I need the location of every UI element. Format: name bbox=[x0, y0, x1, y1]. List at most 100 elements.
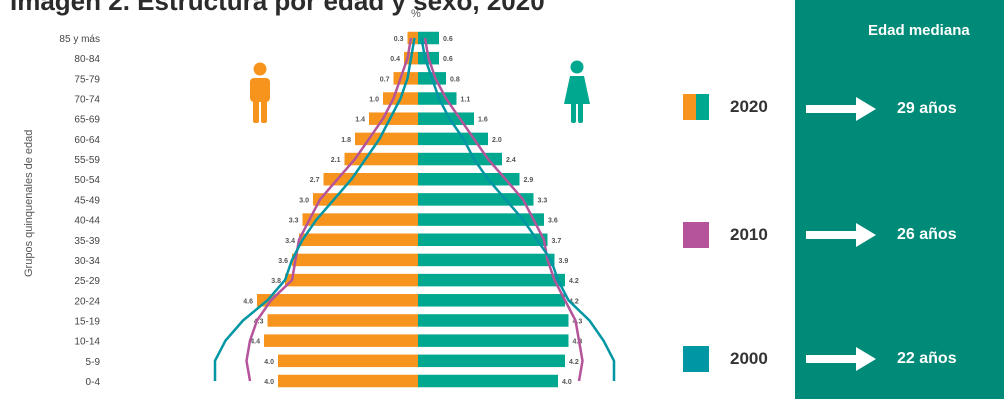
data-label-women: 4.3 bbox=[573, 318, 583, 325]
data-label-women: 2.0 bbox=[492, 137, 502, 144]
data-label-men: 3.8 bbox=[271, 278, 281, 285]
data-label-women: 3.3 bbox=[538, 197, 548, 204]
y-tick-label: 0-4 bbox=[86, 377, 101, 388]
data-label-men: 3.4 bbox=[285, 238, 295, 245]
legend-label-2010: 2010 bbox=[730, 225, 768, 244]
bar-men-2020 bbox=[299, 233, 418, 247]
bar-men-2020 bbox=[302, 213, 418, 226]
data-label-men: 1.4 bbox=[355, 117, 365, 124]
y-tick-label: 45-49 bbox=[74, 195, 100, 206]
y-tick-label: 10-14 bbox=[74, 337, 100, 348]
bar-men-2020 bbox=[278, 374, 418, 388]
y-tick-label: 20-24 bbox=[74, 296, 100, 307]
bar-women-2020 bbox=[418, 152, 502, 166]
data-label-women: 2.4 bbox=[506, 157, 516, 164]
median-age-title: Edad mediana bbox=[868, 22, 970, 39]
legend-label-2000: 2000 bbox=[730, 349, 768, 368]
y-tick-label: 70-74 bbox=[74, 95, 100, 106]
bar-women-2020 bbox=[418, 273, 565, 287]
data-label-men: 0.3 bbox=[394, 36, 404, 43]
bar-women-2020 bbox=[418, 233, 548, 247]
chart-title: Imagen 2. Estructura por edad y sexo, 20… bbox=[10, 0, 545, 16]
bar-men-2020 bbox=[313, 193, 418, 206]
data-label-men: 4.0 bbox=[264, 379, 274, 386]
bar-women-2020 bbox=[418, 314, 569, 327]
data-label-women: 4.2 bbox=[569, 298, 579, 305]
data-label-men: 2.7 bbox=[310, 177, 320, 184]
legend-swatch-2010 bbox=[683, 222, 709, 248]
arrow-right-icon bbox=[806, 223, 876, 247]
bar-men-2020 bbox=[264, 334, 418, 347]
data-label-men: 3.3 bbox=[289, 218, 299, 225]
bar-men-2020 bbox=[285, 273, 418, 287]
woman-icon bbox=[564, 60, 590, 123]
bar-men-2020 bbox=[407, 31, 418, 45]
percent-label: % bbox=[411, 8, 421, 20]
data-label-men: 1.0 bbox=[369, 97, 379, 104]
data-label-men: 4.6 bbox=[243, 298, 253, 305]
data-label-women: 3.7 bbox=[552, 238, 562, 245]
man-icon bbox=[250, 62, 270, 123]
legend-label-2020: 2020 bbox=[730, 97, 768, 116]
median-age-2020: 29 años bbox=[897, 100, 957, 117]
data-label-men: 4.0 bbox=[264, 359, 274, 366]
data-label-women: 1.6 bbox=[478, 117, 488, 124]
data-label-women: 0.8 bbox=[450, 76, 460, 83]
bar-men-2020 bbox=[257, 294, 418, 307]
data-label-women: 4.2 bbox=[569, 278, 579, 285]
data-label-men: 4.4 bbox=[250, 339, 260, 346]
population-pyramid: 0-4 4.0 4.0 5-9 4.0 4.2 10-14 4.4 4.3 15-19 4.3 4.3… bbox=[59, 31, 616, 388]
y-tick-label: 50-54 bbox=[74, 175, 100, 186]
y-tick-label: 15-19 bbox=[74, 316, 100, 327]
median-age-2010: 26 años bbox=[897, 226, 957, 243]
median-age-2000: 22 años bbox=[897, 350, 957, 367]
data-label-men: 3.6 bbox=[278, 258, 288, 265]
legend-item-2020: 2020 bbox=[683, 94, 803, 124]
legend-swatch-2000 bbox=[683, 346, 709, 372]
y-tick-label: 5-9 bbox=[86, 357, 101, 368]
y-tick-label: 85 y más bbox=[59, 34, 100, 45]
bar-women-2020 bbox=[418, 374, 558, 388]
y-tick-label: 30-34 bbox=[74, 256, 100, 267]
y-tick-label: 25-29 bbox=[74, 276, 100, 287]
legend-item-2000: 2000 bbox=[683, 346, 803, 376]
y-tick-label: 40-44 bbox=[74, 216, 100, 227]
y-tick-label: 75-79 bbox=[74, 74, 100, 85]
data-label-women: 3.6 bbox=[548, 218, 558, 225]
data-label-women: 0.6 bbox=[443, 56, 453, 63]
data-label-men: 0.7 bbox=[380, 76, 390, 83]
arrow-right-icon bbox=[806, 347, 876, 371]
bar-women-2020 bbox=[418, 253, 555, 267]
data-label-men: 4.3 bbox=[254, 318, 264, 325]
bar-women-2020 bbox=[418, 112, 474, 125]
y-tick-label: 65-69 bbox=[74, 115, 100, 126]
data-label-men: 3.0 bbox=[299, 197, 309, 204]
bar-women-2020 bbox=[418, 334, 569, 347]
bar-men-2020 bbox=[292, 253, 418, 267]
bar-women-2020 bbox=[418, 172, 520, 186]
line-2000-women bbox=[420, 37, 616, 381]
data-label-women: 4.2 bbox=[569, 359, 579, 366]
data-label-women: 0.6 bbox=[443, 36, 453, 43]
line-2010-men bbox=[245, 37, 413, 382]
bar-men-2020 bbox=[278, 354, 418, 368]
data-label-women: 3.9 bbox=[559, 258, 569, 265]
data-label-women: 4.3 bbox=[573, 339, 583, 346]
line-2000-men bbox=[213, 37, 416, 381]
data-label-men: 0.4 bbox=[390, 56, 400, 63]
bar-women-2020 bbox=[418, 213, 544, 226]
bar-men-2020 bbox=[355, 132, 418, 146]
median-age-panel bbox=[795, 0, 1004, 399]
y-tick-label: 35-39 bbox=[74, 236, 100, 247]
bar-women-2020 bbox=[418, 193, 534, 206]
y-tick-label: 55-59 bbox=[74, 155, 100, 166]
data-label-men: 1.8 bbox=[341, 137, 351, 144]
bar-women-2020 bbox=[418, 354, 565, 368]
legend-swatch-2020 bbox=[683, 94, 709, 120]
y-tick-label: 80-84 bbox=[74, 54, 100, 65]
data-label-men: 2.1 bbox=[331, 157, 341, 164]
y-tick-label: 60-64 bbox=[74, 135, 100, 146]
bar-men-2020 bbox=[267, 314, 418, 327]
data-label-women: 4.0 bbox=[562, 379, 572, 386]
bar-women-2020 bbox=[418, 294, 565, 307]
